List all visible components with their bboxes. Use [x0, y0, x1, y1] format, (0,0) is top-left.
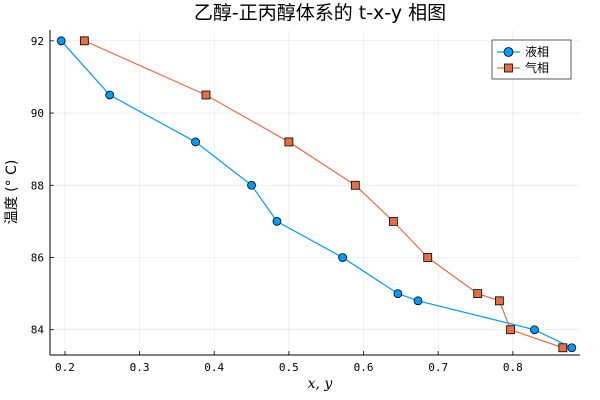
data-point-vapor: [494, 296, 504, 306]
y-axis-label: 温度 (° C): [4, 160, 20, 225]
series-line-liquid: [60, 40, 573, 349]
series-group: [56, 36, 577, 353]
data-point-vapor: [473, 289, 483, 299]
data-point-liquid: [247, 180, 256, 190]
x-tick-label: 0.5: [279, 361, 299, 374]
data-point-liquid: [338, 253, 348, 262]
data-point-liquid: [530, 325, 539, 335]
data-point-liquid: [191, 137, 200, 147]
legend-label-liquid: 液相: [525, 44, 549, 59]
legend-marker-vapor: [504, 63, 513, 73]
data-point-vapor: [284, 137, 294, 147]
x-tick-label: 0.6: [354, 361, 374, 374]
y-tick-labels: 84 86 88 90 92: [31, 35, 45, 337]
x-tick-label: 0.7: [428, 361, 448, 374]
y-tick-label: 90: [31, 107, 44, 120]
x-tick-label: 0.3: [130, 361, 150, 374]
data-point-vapor: [423, 253, 433, 262]
data-point-liquid: [393, 289, 403, 299]
y-tick-label: 92: [31, 35, 44, 48]
data-point-liquid: [413, 296, 423, 306]
x-tick-label: 0.8: [503, 361, 523, 374]
y-tick-label: 86: [31, 252, 44, 265]
legend-label-vapor: 气相: [525, 60, 549, 75]
x-axis-label: x, y: [308, 376, 334, 392]
y-tick-label: 84: [31, 324, 45, 337]
series-line-vapor: [84, 40, 564, 349]
data-point-vapor: [506, 325, 515, 335]
data-point-vapor: [201, 90, 211, 100]
data-point-liquid: [272, 216, 282, 226]
data-point-vapor: [79, 36, 89, 46]
x-tick-label: 0.2: [55, 361, 75, 374]
data-point-vapor: [350, 180, 360, 190]
data-point-liquid: [105, 90, 115, 100]
data-point-vapor: [558, 343, 568, 353]
legend-marker-liquid: [503, 47, 514, 57]
x-tick-labels: 0.2 0.3 0.4 0.5 0.6 0.7 0.8: [55, 361, 523, 374]
data-point-liquid: [56, 36, 66, 46]
y-tick-label: 88: [31, 179, 44, 192]
axes: [49, 30, 580, 356]
data-point-vapor: [388, 216, 398, 226]
chart-title: 乙醇-正丙醇体系的 t-x-y 相图: [194, 2, 446, 24]
data-point-liquid: [567, 343, 577, 353]
legend-box: [491, 39, 572, 80]
x-tick-label: 0.4: [204, 361, 224, 374]
legend: 液相 气相: [491, 39, 572, 80]
